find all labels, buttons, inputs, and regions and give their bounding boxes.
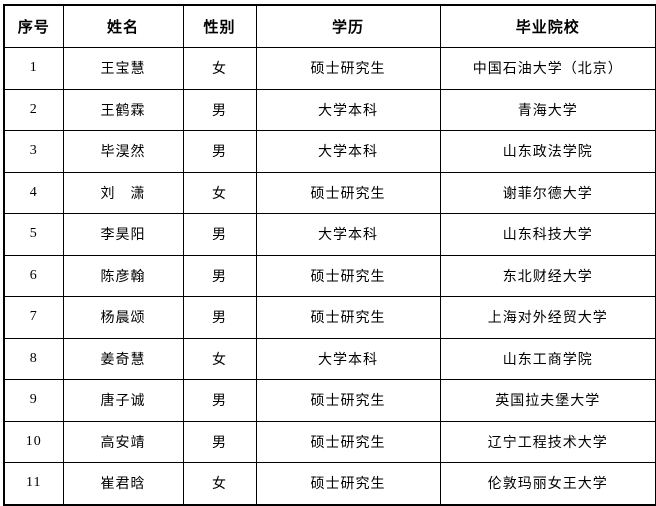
cell-university: 青海大学 [439, 88, 656, 131]
cell-name: 毕淏然 [62, 130, 184, 173]
cell-index: 9 [3, 379, 64, 422]
cell-name: 王鹤霖 [62, 88, 184, 131]
cell-gender: 男 [182, 296, 257, 339]
cell-gender: 女 [182, 47, 257, 90]
cell-education: 硕士研究生 [255, 379, 441, 422]
cell-university: 山东科技大学 [439, 213, 656, 256]
cell-index: 10 [3, 420, 64, 463]
cell-name: 高安靖 [62, 420, 184, 463]
table-row: 4 刘 潇 女 硕士研究生 谢菲尔德大学 [3, 171, 656, 214]
column-header-gender: 性别 [182, 4, 257, 48]
cell-university: 辽宁工程技术大学 [439, 420, 656, 463]
cell-name: 杨晨颂 [62, 296, 184, 339]
cell-name: 陈彦翰 [62, 254, 184, 297]
cell-education: 硕士研究生 [255, 420, 441, 463]
cell-education: 大学本科 [255, 88, 441, 131]
cell-university: 谢菲尔德大学 [439, 171, 656, 214]
column-header-index: 序号 [3, 4, 64, 48]
cell-index: 8 [3, 337, 64, 380]
column-header-university: 毕业院校 [439, 4, 656, 48]
cell-index: 1 [3, 47, 64, 90]
cell-university: 山东工商学院 [439, 337, 656, 380]
cell-education: 大学本科 [255, 337, 441, 380]
table-body: 1 王宝慧 女 硕士研究生 中国石油大学（北京） 2 王鹤霖 男 大学本科 青海… [3, 47, 656, 505]
cell-index: 4 [3, 171, 64, 214]
cell-index: 7 [3, 296, 64, 339]
table-row: 8 姜奇慧 女 大学本科 山东工商学院 [3, 337, 656, 380]
table-row: 10 高安靖 男 硕士研究生 辽宁工程技术大学 [3, 420, 656, 463]
cell-education: 硕士研究生 [255, 171, 441, 214]
cell-gender: 男 [182, 88, 257, 131]
cell-university: 中国石油大学（北京） [439, 47, 656, 90]
cell-gender: 女 [182, 171, 257, 214]
cell-gender: 男 [182, 420, 257, 463]
cell-gender: 男 [182, 379, 257, 422]
cell-university: 英国拉夫堡大学 [439, 379, 656, 422]
cell-education: 硕士研究生 [255, 296, 441, 339]
cell-name: 李昊阳 [62, 213, 184, 256]
table-row: 3 毕淏然 男 大学本科 山东政法学院 [3, 130, 656, 173]
column-header-name: 姓名 [62, 4, 184, 48]
header-row: 序号 姓名 性别 学历 毕业院校 [3, 4, 656, 48]
cell-gender: 女 [182, 462, 257, 505]
cell-university: 东北财经大学 [439, 254, 656, 297]
table-row: 6 陈彦翰 男 硕士研究生 东北财经大学 [3, 254, 656, 297]
cell-gender: 女 [182, 337, 257, 380]
table-row: 2 王鹤霖 男 大学本科 青海大学 [3, 88, 656, 131]
cell-university: 伦敦玛丽女王大学 [439, 462, 656, 505]
graduates-table: 序号 姓名 性别 学历 毕业院校 1 王宝慧 女 硕士研究生 中国石油大学（北京… [3, 4, 656, 506]
cell-gender: 男 [182, 130, 257, 173]
cell-gender: 男 [182, 213, 257, 256]
cell-education: 硕士研究生 [255, 47, 441, 90]
cell-name: 唐子诚 [62, 379, 184, 422]
table-row: 5 李昊阳 男 大学本科 山东科技大学 [3, 213, 656, 256]
cell-education: 大学本科 [255, 130, 441, 173]
cell-index: 5 [3, 213, 64, 256]
cell-education: 硕士研究生 [255, 254, 441, 297]
cell-education: 大学本科 [255, 213, 441, 256]
table-row: 11 崔君晗 女 硕士研究生 伦敦玛丽女王大学 [3, 462, 656, 505]
cell-index: 2 [3, 88, 64, 131]
cell-name: 崔君晗 [62, 462, 184, 505]
cell-gender: 男 [182, 254, 257, 297]
cell-index: 11 [3, 462, 64, 505]
cell-name: 刘 潇 [62, 171, 184, 214]
cell-university: 上海对外经贸大学 [439, 296, 656, 339]
table-row: 7 杨晨颂 男 硕士研究生 上海对外经贸大学 [3, 296, 656, 339]
cell-name: 姜奇慧 [62, 337, 184, 380]
table-row: 1 王宝慧 女 硕士研究生 中国石油大学（北京） [3, 47, 656, 90]
cell-index: 6 [3, 254, 64, 297]
table-row: 9 唐子诚 男 硕士研究生 英国拉夫堡大学 [3, 379, 656, 422]
cell-education: 硕士研究生 [255, 462, 441, 505]
cell-name: 王宝慧 [62, 47, 184, 90]
column-header-education: 学历 [255, 4, 441, 48]
cell-university: 山东政法学院 [439, 130, 656, 173]
table-header: 序号 姓名 性别 学历 毕业院校 [3, 4, 656, 48]
cell-index: 3 [3, 130, 64, 173]
